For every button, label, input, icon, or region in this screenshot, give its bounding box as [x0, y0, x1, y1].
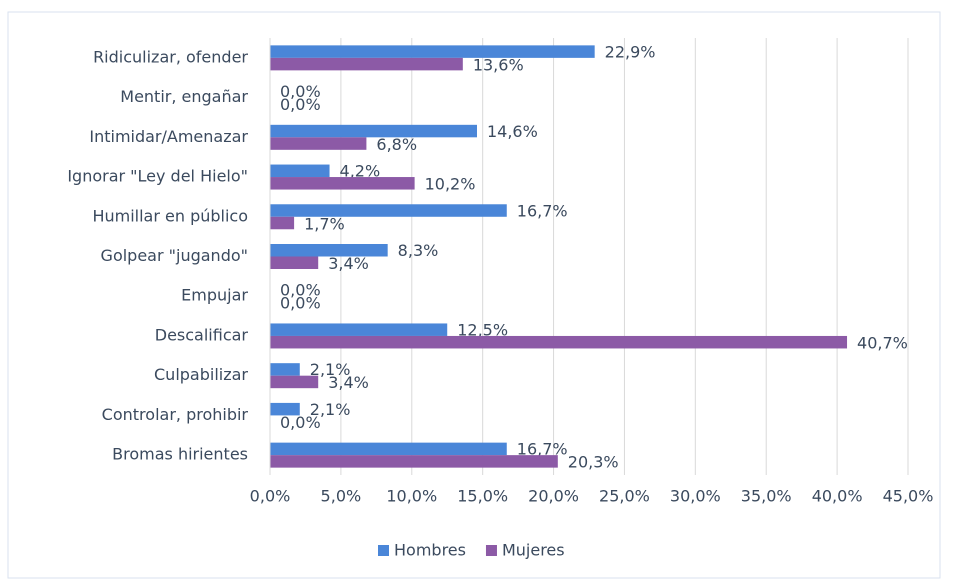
bar [270, 402, 300, 416]
chart-frame [7, 11, 941, 579]
y-tick-label: Empujar [181, 286, 248, 305]
x-tick-label: 10,0% [386, 487, 437, 506]
y-tick-label: Mentir, engañar [120, 87, 248, 106]
y-tick-label: Descalificar [155, 325, 249, 344]
x-tick-label: 35,0% [741, 487, 792, 506]
data-label: 4,2% [340, 162, 381, 181]
y-tick-label: Humillar en público [92, 206, 248, 225]
bar [270, 335, 848, 349]
y-tick-label: Culpabilizar [154, 365, 248, 384]
y-tick-label: Ignorar "Ley del Hielo" [67, 167, 248, 186]
data-label: 0,0% [280, 281, 321, 300]
y-tick-label: Golpear "jugando" [101, 246, 248, 265]
data-label: 2,1% [310, 400, 351, 419]
data-label: 20,3% [568, 453, 619, 472]
bar [270, 177, 415, 190]
data-label: 0,0% [280, 95, 321, 114]
bar [270, 124, 477, 138]
bar [270, 137, 367, 150]
data-label: 13,6% [473, 55, 524, 74]
data-label: 1,7% [304, 214, 345, 233]
bar [270, 45, 595, 58]
x-tick-label: 40,0% [812, 487, 863, 506]
bar [270, 256, 319, 269]
data-label: 14,6% [487, 122, 538, 141]
bar [270, 164, 330, 178]
y-tick-label: Ridiculizar, ofender [93, 47, 248, 66]
data-label: 16,7% [517, 440, 568, 459]
x-tick-label: 30,0% [670, 487, 721, 506]
x-tick-label: 45,0% [883, 487, 934, 506]
bar [270, 323, 448, 336]
data-label: 10,2% [425, 175, 476, 194]
data-label: 22,9% [605, 42, 656, 61]
legend-label: Hombres [394, 541, 466, 560]
data-label: 40,7% [857, 333, 908, 352]
x-tick-label: 20,0% [528, 487, 579, 506]
bar [270, 375, 319, 389]
bar [270, 244, 388, 257]
data-label: 6,8% [376, 135, 417, 154]
x-tick-label: 0,0% [250, 487, 291, 506]
data-label: 16,7% [517, 201, 568, 220]
data-label: 0,0% [280, 294, 321, 313]
bar [270, 57, 463, 71]
bar [270, 204, 507, 217]
data-label: 3,4% [328, 373, 369, 392]
data-label: 8,3% [398, 241, 439, 260]
data-label: 0,0% [280, 413, 321, 432]
bar [270, 216, 295, 230]
legend-swatch [378, 545, 389, 556]
x-tick-label: 25,0% [599, 487, 650, 506]
data-label: 12,5% [457, 320, 508, 339]
y-tick-label: Controlar, prohibir [102, 405, 249, 424]
bar [270, 363, 300, 376]
bar [270, 455, 558, 468]
x-tick-label: 5,0% [321, 487, 362, 506]
data-label: 3,4% [328, 254, 369, 273]
bar [270, 442, 507, 456]
legend-swatch [485, 545, 497, 556]
legend-label: Mujeres [502, 541, 565, 560]
x-tick-label: 15,0% [457, 487, 508, 506]
y-tick-label: Intimidar/Amenazar [89, 127, 248, 146]
y-tick-label: Bromas hirientes [112, 445, 248, 464]
data-label: 0,0% [280, 82, 321, 101]
data-label: 2,1% [310, 360, 351, 379]
